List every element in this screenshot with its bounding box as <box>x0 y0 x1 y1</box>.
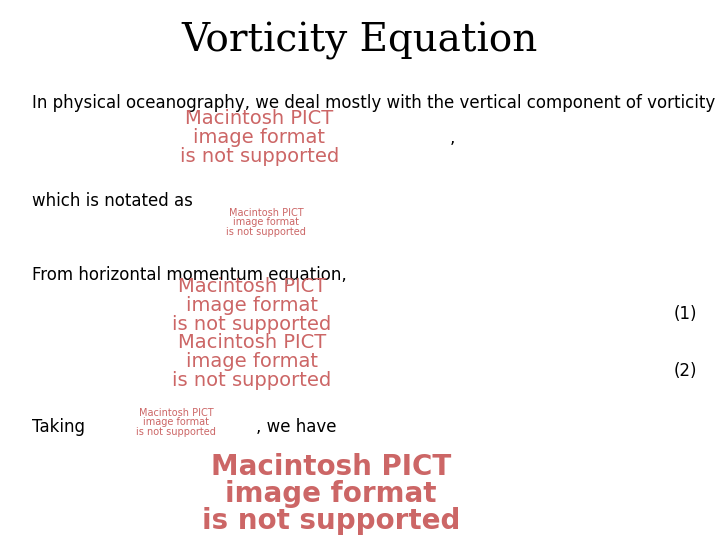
Text: Macintosh PICT: Macintosh PICT <box>229 208 304 218</box>
Text: Macintosh PICT: Macintosh PICT <box>185 109 333 129</box>
Text: is not supported: is not supported <box>137 427 216 437</box>
Text: image format: image format <box>233 218 300 227</box>
Text: From horizontal momentum equation,: From horizontal momentum equation, <box>32 266 347 284</box>
Text: is not supported: is not supported <box>172 371 332 390</box>
Text: Taking: Taking <box>32 418 86 436</box>
Text: ,: , <box>450 129 455 147</box>
Text: Macintosh PICT: Macintosh PICT <box>178 333 326 353</box>
Text: In physical oceanography, we deal mostly with the vertical component of vorticit: In physical oceanography, we deal mostly… <box>32 94 716 112</box>
Text: Vorticity Equation: Vorticity Equation <box>182 22 538 59</box>
Text: which is notated as: which is notated as <box>32 192 193 210</box>
Text: image format: image format <box>193 128 325 147</box>
Text: is not supported: is not supported <box>179 147 339 166</box>
Text: is not supported: is not supported <box>202 507 460 535</box>
Text: (2): (2) <box>673 362 697 380</box>
Text: Macintosh PICT: Macintosh PICT <box>139 408 214 418</box>
Text: is not supported: is not supported <box>172 314 332 334</box>
Text: Macintosh PICT: Macintosh PICT <box>211 453 451 481</box>
Text: is not supported: is not supported <box>227 227 306 237</box>
Text: Macintosh PICT: Macintosh PICT <box>178 276 326 296</box>
Text: (1): (1) <box>673 305 697 323</box>
Text: image format: image format <box>225 480 437 508</box>
Text: image format: image format <box>186 295 318 315</box>
Text: , we have: , we have <box>256 418 336 436</box>
Text: image format: image format <box>186 352 318 372</box>
Text: image format: image format <box>143 417 210 427</box>
